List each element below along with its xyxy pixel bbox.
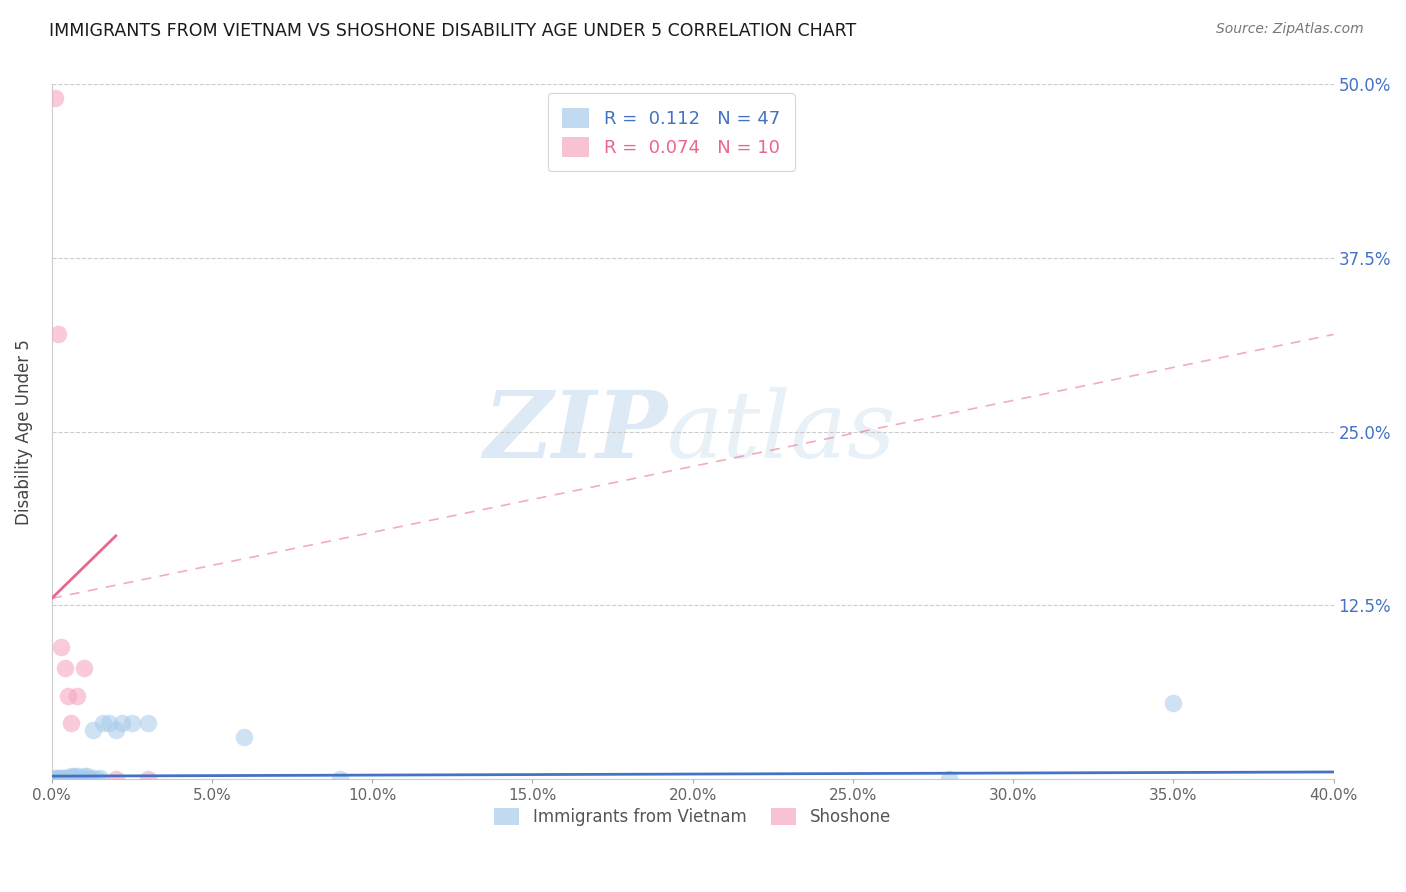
Text: Source: ZipAtlas.com: Source: ZipAtlas.com <box>1216 22 1364 37</box>
Point <box>59 771 82 785</box>
Point <box>66 771 89 785</box>
Point <box>51 771 73 785</box>
Point <box>73 661 96 675</box>
Point <box>76 769 98 783</box>
Point <box>46 327 69 342</box>
Point <box>73 772 96 786</box>
Point <box>56 772 79 786</box>
Point <box>86 772 108 786</box>
Point <box>59 772 82 786</box>
Point <box>44 772 66 786</box>
Point <box>59 771 82 785</box>
Y-axis label: Disability Age Under 5: Disability Age Under 5 <box>15 339 32 524</box>
Point <box>104 772 127 786</box>
Point <box>56 771 79 785</box>
Point <box>63 772 86 786</box>
Point <box>53 661 76 675</box>
Point <box>66 772 89 786</box>
Point <box>136 772 159 786</box>
Point <box>44 91 66 105</box>
Point <box>938 772 960 786</box>
Point <box>44 772 66 786</box>
Point <box>89 771 111 785</box>
Point <box>59 769 82 783</box>
Point <box>53 772 76 786</box>
Point <box>63 769 86 783</box>
Point <box>82 771 104 785</box>
Point <box>56 771 79 785</box>
Point <box>59 716 82 731</box>
Point <box>104 723 127 738</box>
Point <box>73 771 96 785</box>
Point <box>46 771 69 785</box>
Text: atlas: atlas <box>666 386 897 476</box>
Point <box>51 771 73 785</box>
Point <box>136 716 159 731</box>
Point <box>56 772 79 786</box>
Text: ZIP: ZIP <box>482 386 666 476</box>
Point <box>73 769 96 783</box>
Point <box>91 716 114 731</box>
Point <box>51 772 73 786</box>
Point <box>66 689 89 703</box>
Point <box>51 640 73 654</box>
Point <box>53 771 76 785</box>
Legend: Immigrants from Vietnam, Shoshone: Immigrants from Vietnam, Shoshone <box>488 802 897 833</box>
Point <box>98 716 121 731</box>
Point <box>44 771 66 785</box>
Point <box>329 772 352 786</box>
Point <box>79 772 101 786</box>
Point <box>121 716 143 731</box>
Text: IMMIGRANTS FROM VIETNAM VS SHOSHONE DISABILITY AGE UNDER 5 CORRELATION CHART: IMMIGRANTS FROM VIETNAM VS SHOSHONE DISA… <box>49 22 856 40</box>
Point <box>69 771 91 785</box>
Point <box>111 716 134 731</box>
Point <box>82 723 104 738</box>
Point <box>46 772 69 786</box>
Point <box>56 689 79 703</box>
Point <box>69 772 91 786</box>
Point <box>1161 696 1184 710</box>
Point <box>233 731 256 745</box>
Point <box>63 771 86 785</box>
Point <box>66 769 89 783</box>
Point <box>53 771 76 785</box>
Point <box>46 772 69 786</box>
